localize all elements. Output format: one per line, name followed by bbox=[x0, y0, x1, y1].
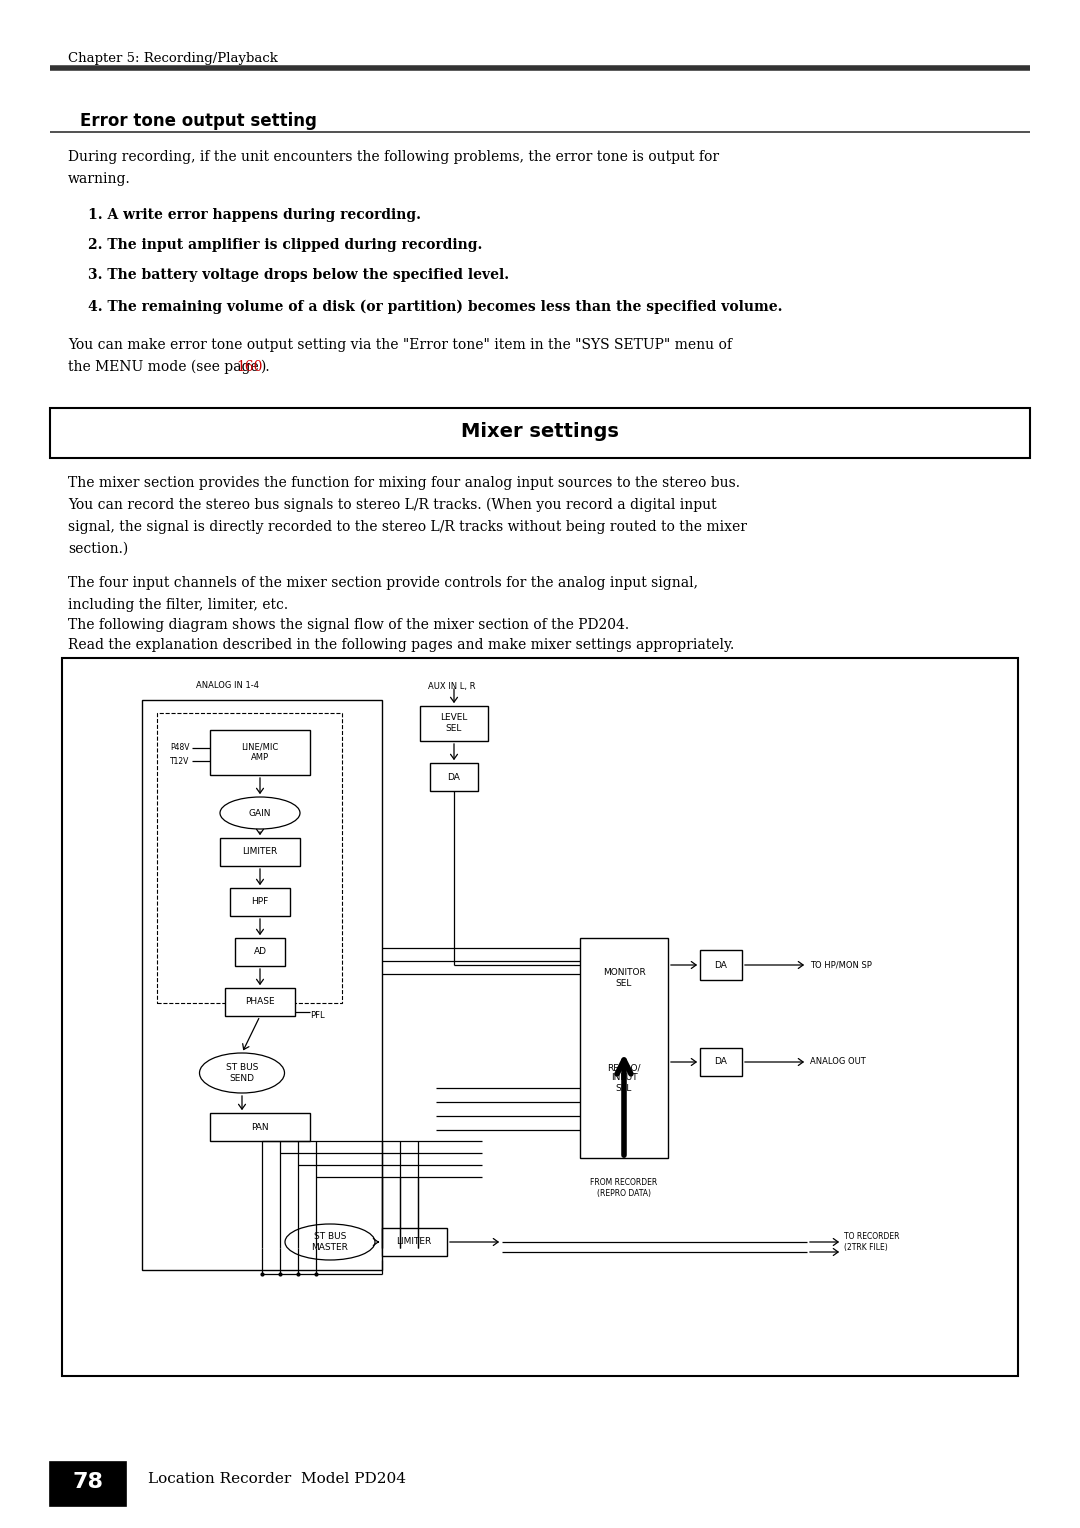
Text: LINE/MIC
AMP: LINE/MIC AMP bbox=[241, 743, 279, 761]
Text: During recording, if the unit encounters the following problems, the error tone : During recording, if the unit encounters… bbox=[68, 150, 719, 163]
Text: the MENU mode (see page: the MENU mode (see page bbox=[68, 361, 264, 374]
Text: signal, the signal is directly recorded to the stereo L/R tracks without being r: signal, the signal is directly recorded … bbox=[68, 520, 747, 533]
Text: GAIN: GAIN bbox=[248, 808, 271, 817]
Text: Error tone output setting: Error tone output setting bbox=[80, 112, 316, 130]
Text: 1. A write error happens during recording.: 1. A write error happens during recordin… bbox=[87, 208, 421, 222]
Text: P48V: P48V bbox=[170, 744, 189, 752]
Bar bbox=[430, 762, 478, 792]
Text: 160: 160 bbox=[237, 361, 262, 374]
Text: 2. The input amplifier is clipped during recording.: 2. The input amplifier is clipped during… bbox=[87, 238, 483, 252]
Ellipse shape bbox=[285, 1224, 375, 1261]
Bar bbox=[141, 700, 382, 1270]
Text: ANALOG OUT: ANALOG OUT bbox=[810, 1057, 866, 1067]
Bar bbox=[382, 1229, 447, 1256]
Text: ST BUS
MASTER: ST BUS MASTER bbox=[311, 1232, 349, 1251]
Bar bbox=[220, 837, 300, 866]
Text: PAN: PAN bbox=[252, 1123, 269, 1132]
Text: The mixer section provides the function for mixing four analog input sources to : The mixer section provides the function … bbox=[68, 477, 740, 490]
Text: Location Recorder  Model PD204: Location Recorder Model PD204 bbox=[148, 1471, 406, 1487]
Text: ANALOG IN 1-4: ANALOG IN 1-4 bbox=[195, 681, 258, 691]
Text: LIMITER: LIMITER bbox=[242, 848, 278, 857]
Text: DA: DA bbox=[715, 1057, 728, 1067]
Text: TO RECORDER
(2TRK FILE): TO RECORDER (2TRK FILE) bbox=[843, 1232, 900, 1251]
Bar bbox=[50, 408, 1030, 458]
Bar bbox=[580, 938, 669, 1158]
Text: 4. The remaining volume of a disk (or partition) becomes less than the specified: 4. The remaining volume of a disk (or pa… bbox=[87, 299, 783, 315]
Text: Mixer settings: Mixer settings bbox=[461, 422, 619, 442]
Text: T12V: T12V bbox=[170, 756, 189, 766]
Text: The four input channels of the mixer section provide controls for the analog inp: The four input channels of the mixer sec… bbox=[68, 576, 698, 590]
Text: LEVEL
SEL: LEVEL SEL bbox=[441, 714, 468, 733]
Text: ).: ). bbox=[260, 361, 270, 374]
Text: DA: DA bbox=[715, 961, 728, 969]
Bar bbox=[225, 989, 295, 1016]
Text: Chapter 5: Recording/Playback: Chapter 5: Recording/Playback bbox=[68, 52, 278, 66]
Text: 78: 78 bbox=[72, 1471, 104, 1491]
Text: HPF: HPF bbox=[252, 897, 269, 906]
Text: The following diagram shows the signal flow of the mixer section of the PD204.: The following diagram shows the signal f… bbox=[68, 617, 630, 633]
Text: AD: AD bbox=[254, 947, 267, 957]
Text: FROM RECORDER
(REPRO DATA): FROM RECORDER (REPRO DATA) bbox=[591, 1178, 658, 1198]
Text: You can make error tone output setting via the "Error tone" item in the "SYS SET: You can make error tone output setting v… bbox=[68, 338, 732, 351]
Bar bbox=[700, 1048, 742, 1076]
Text: MONITOR
SEL: MONITOR SEL bbox=[603, 969, 646, 987]
Bar bbox=[700, 950, 742, 979]
Bar bbox=[210, 1112, 310, 1141]
Bar bbox=[210, 730, 310, 775]
Bar bbox=[235, 938, 285, 966]
Bar bbox=[62, 659, 1018, 1377]
Bar bbox=[420, 706, 488, 741]
Bar bbox=[157, 714, 342, 1002]
Text: PFL: PFL bbox=[310, 1012, 324, 1021]
Ellipse shape bbox=[200, 1053, 284, 1093]
Text: AUX IN L, R: AUX IN L, R bbox=[429, 681, 476, 691]
Text: section.): section.) bbox=[68, 542, 129, 556]
Bar bbox=[230, 888, 291, 915]
Text: PHASE: PHASE bbox=[245, 998, 274, 1007]
Ellipse shape bbox=[220, 798, 300, 830]
Text: ST BUS
SEND: ST BUS SEND bbox=[226, 1063, 258, 1083]
Text: TO HP/MON SP: TO HP/MON SP bbox=[810, 961, 872, 969]
Text: warning.: warning. bbox=[68, 173, 131, 186]
Text: You can record the stereo bus signals to stereo L/R tracks. (When you record a d: You can record the stereo bus signals to… bbox=[68, 498, 717, 512]
Bar bbox=[50, 1462, 126, 1507]
Text: 3. The battery voltage drops below the specified level.: 3. The battery voltage drops below the s… bbox=[87, 267, 509, 283]
Text: DA: DA bbox=[447, 773, 460, 781]
Text: REPRO/
INPUT
SEL: REPRO/ INPUT SEL bbox=[607, 1063, 640, 1093]
Text: including the filter, limiter, etc.: including the filter, limiter, etc. bbox=[68, 597, 288, 613]
Text: LIMITER: LIMITER bbox=[396, 1238, 432, 1247]
Text: Read the explanation described in the following pages and make mixer settings ap: Read the explanation described in the fo… bbox=[68, 639, 734, 652]
